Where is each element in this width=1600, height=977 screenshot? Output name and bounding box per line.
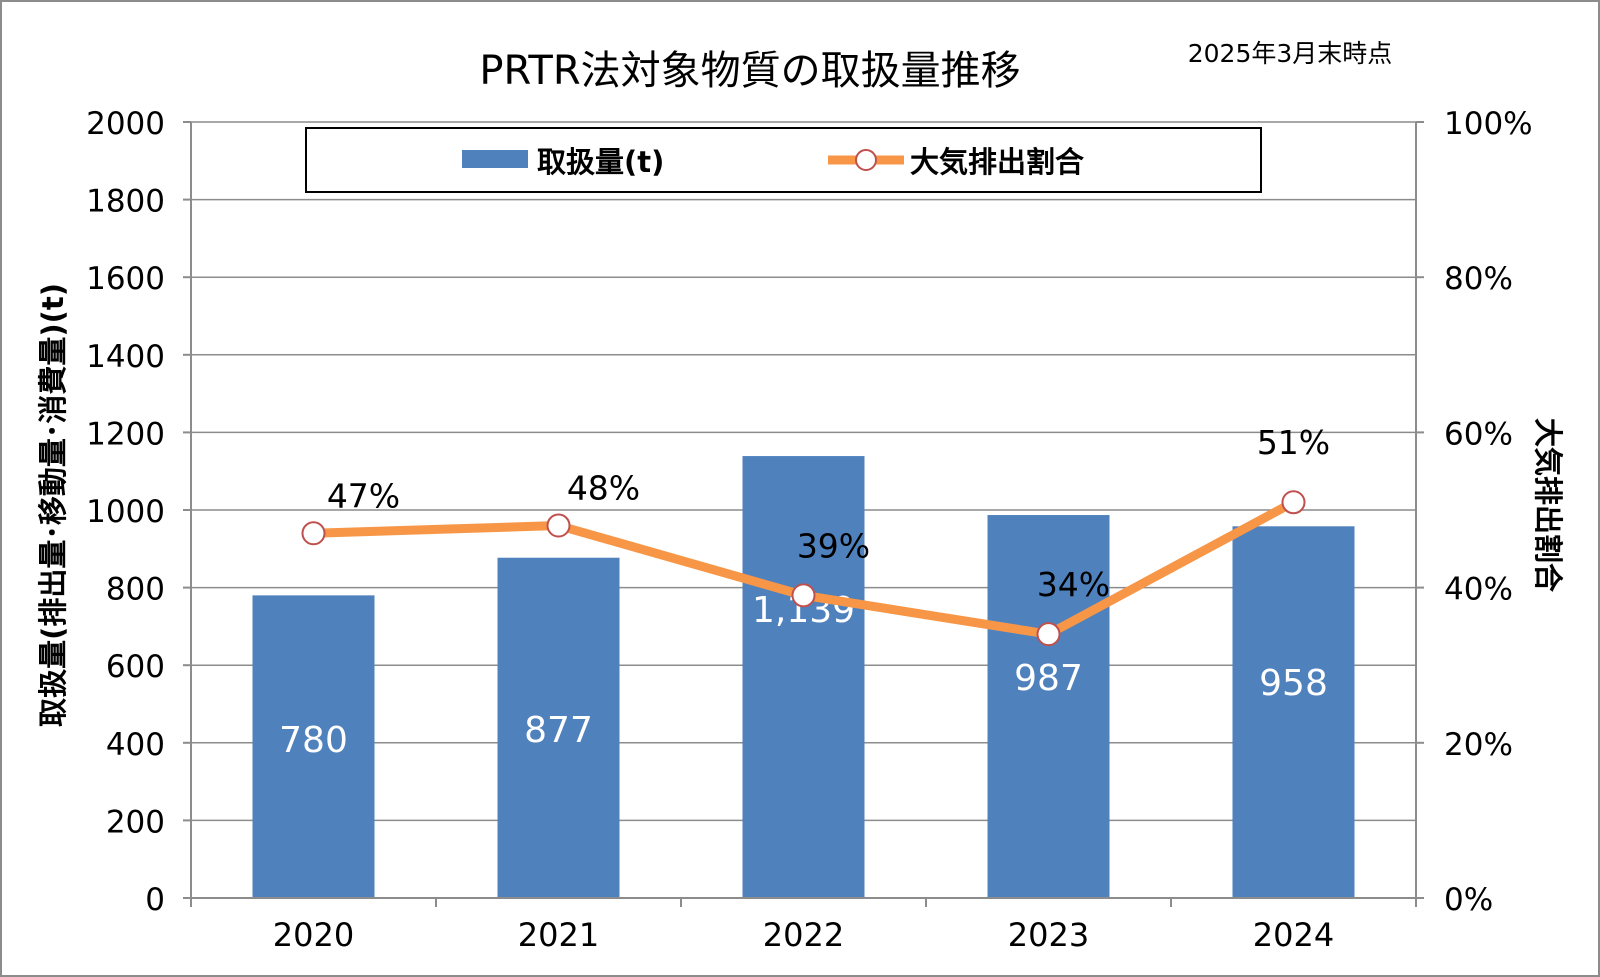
bar-2021 xyxy=(497,557,620,898)
legend-box xyxy=(305,127,1262,193)
y2-tick-label: 40% xyxy=(1444,572,1513,608)
legend-line-label: 大気排出割合 xyxy=(910,145,1084,179)
line-value-label: 47% xyxy=(327,476,400,515)
y2-tick-label: 80% xyxy=(1444,261,1513,297)
chart-subtitle: 2025年3月末時点 xyxy=(1188,39,1393,68)
line-marker-2021 xyxy=(546,513,571,538)
y-tick-label: 600 xyxy=(106,649,165,685)
y-tick-label: 0 xyxy=(145,882,165,918)
bar-series xyxy=(252,456,1355,898)
legend-line-marker xyxy=(855,149,877,171)
x-tick-label: 2024 xyxy=(1253,916,1334,954)
bar-value-label: 958 xyxy=(1259,663,1328,704)
chart-title: PRTR法対象物質の取扱量推移 xyxy=(479,48,1020,94)
y-tick-label: 200 xyxy=(106,804,165,840)
bar-2023 xyxy=(987,515,1110,898)
bar-2022 xyxy=(742,456,865,898)
line-marker-2023 xyxy=(1036,622,1061,647)
line-marker-2024 xyxy=(1281,490,1306,515)
y-tick-label: 1800 xyxy=(86,184,165,220)
line-marker-2022 xyxy=(791,583,816,608)
legend-bar-label: 取扱量(t) xyxy=(537,145,664,179)
y2-tick-label: 60% xyxy=(1444,416,1513,452)
x-tick-label: 2021 xyxy=(518,916,599,954)
line-series: 47% 48% 39% 34% 51% xyxy=(301,423,1330,647)
bar-2020 xyxy=(252,595,375,898)
y2-axis-label: 大気排出割合 xyxy=(1531,418,1565,592)
gridlines xyxy=(191,121,1416,822)
legend-bar-swatch xyxy=(462,150,528,168)
y2-tick-label: 0% xyxy=(1444,882,1493,918)
y-axis-label: 取扱量(排出量･移動量･消費量)(t) xyxy=(36,283,70,727)
x-axis-ticks: 2020 2021 2022 2023 2024 xyxy=(190,898,1417,954)
y-tick-label: 1000 xyxy=(86,494,165,530)
left-axis-ticks: 0 200 400 600 800 1000 1200 1400 1600 1800 2000 xyxy=(86,106,191,918)
bar-value-label: 877 xyxy=(524,710,593,751)
y-tick-label: 800 xyxy=(106,572,165,608)
x-tick-label: 2022 xyxy=(763,916,844,954)
y-tick-label: 1200 xyxy=(86,416,165,452)
line-value-label: 51% xyxy=(1257,423,1330,462)
bar-2024 xyxy=(1232,526,1355,898)
y-tick-label: 400 xyxy=(106,727,165,763)
y-tick-label: 1600 xyxy=(86,261,165,297)
x-tick-label: 2020 xyxy=(273,916,354,954)
legend: 取扱量(t) 大気排出割合 xyxy=(305,127,1262,193)
bar-value-label: 987 xyxy=(1014,658,1083,699)
y-tick-label: 2000 xyxy=(86,106,165,142)
x-tick-label: 2023 xyxy=(1008,916,1089,954)
bar-value-label: 780 xyxy=(279,720,348,761)
right-axis-ticks: 0% 20% 40% 60% 80% 100% xyxy=(1416,106,1533,918)
y2-tick-label: 20% xyxy=(1444,727,1513,763)
y-tick-label: 1400 xyxy=(86,339,165,375)
y2-tick-label: 100% xyxy=(1444,106,1533,142)
line-value-label: 39% xyxy=(797,526,870,565)
line-value-label: 48% xyxy=(567,469,640,508)
line-marker-2020 xyxy=(301,521,326,546)
line-value-label: 34% xyxy=(1037,565,1110,604)
